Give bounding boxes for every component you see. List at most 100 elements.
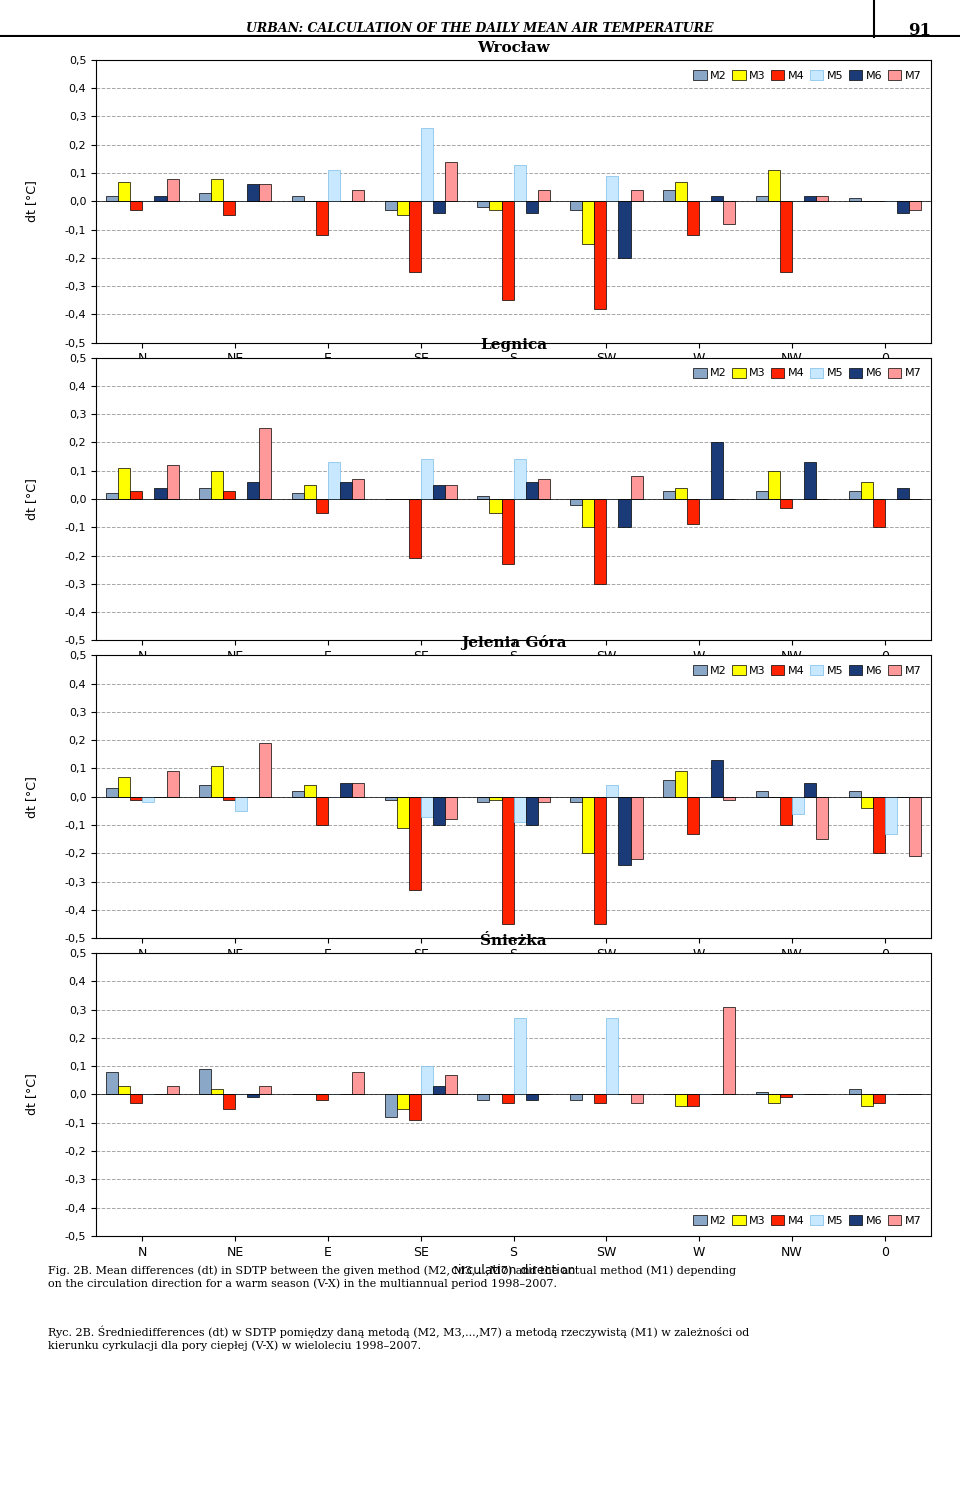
Bar (570, 1095, 583, 1100)
Bar (396, 1095, 409, 1109)
Bar (259, 743, 272, 797)
Bar (723, 797, 735, 800)
Bar (211, 1089, 223, 1095)
Bar (352, 782, 364, 797)
Bar (316, 201, 328, 235)
Bar (526, 797, 538, 825)
Bar (340, 782, 352, 797)
Bar (756, 1092, 768, 1095)
Bar (538, 479, 550, 499)
Bar (155, 196, 166, 201)
Bar (223, 490, 235, 499)
Legend: M2, M3, M4, M5, M6, M7: M2, M3, M4, M5, M6, M7 (689, 1210, 925, 1230)
Bar (223, 797, 235, 800)
Bar (166, 464, 179, 499)
Bar (328, 463, 340, 499)
Bar (792, 797, 804, 813)
Bar (909, 797, 921, 857)
Bar (711, 759, 723, 797)
Bar (861, 1095, 873, 1106)
Bar (675, 771, 687, 797)
Bar (131, 201, 142, 210)
Text: 91: 91 (908, 22, 931, 39)
Bar (687, 499, 699, 524)
Bar (304, 485, 316, 499)
Bar (352, 190, 364, 201)
Bar (385, 201, 396, 210)
Bar (849, 490, 861, 499)
Bar (292, 196, 304, 201)
Bar (131, 1095, 142, 1103)
Bar (396, 797, 409, 828)
Bar (583, 201, 594, 244)
Bar (131, 490, 142, 499)
Bar (804, 782, 816, 797)
Bar (607, 1019, 618, 1095)
Bar (570, 797, 583, 803)
Bar (897, 488, 909, 499)
Bar (433, 201, 444, 213)
Bar (526, 1095, 538, 1100)
Bar (433, 797, 444, 825)
Y-axis label: dt [°C]: dt [°C] (25, 776, 37, 818)
Bar (816, 797, 828, 839)
Bar (477, 1095, 490, 1100)
Bar (316, 499, 328, 514)
Legend: M2, M3, M4, M5, M6, M7: M2, M3, M4, M5, M6, M7 (689, 66, 925, 85)
Bar (433, 485, 444, 499)
Bar (873, 499, 885, 527)
Bar (618, 201, 631, 258)
Bar (396, 201, 409, 216)
Bar (583, 797, 594, 854)
Legend: M2, M3, M4, M5, M6, M7: M2, M3, M4, M5, M6, M7 (689, 661, 925, 680)
Bar (340, 482, 352, 499)
Bar (631, 476, 642, 499)
Bar (211, 470, 223, 499)
Bar (631, 190, 642, 201)
Bar (768, 171, 780, 201)
Bar (409, 499, 420, 559)
Bar (352, 479, 364, 499)
Bar (594, 499, 607, 584)
Bar (118, 181, 131, 201)
Bar (409, 201, 420, 273)
Bar (316, 797, 328, 825)
Bar (211, 765, 223, 797)
Bar (131, 797, 142, 800)
Bar (675, 488, 687, 499)
Bar (663, 190, 675, 201)
Bar (107, 196, 118, 201)
Bar (514, 1019, 526, 1095)
Bar (248, 1095, 259, 1098)
Title: Śnieżka: Śnieżka (480, 933, 547, 948)
Bar (409, 797, 420, 890)
Bar (292, 791, 304, 797)
Bar (155, 488, 166, 499)
Bar (756, 791, 768, 797)
Title: Jelenia Góra: Jelenia Góra (461, 635, 566, 650)
Bar (909, 201, 921, 210)
Bar (804, 463, 816, 499)
Bar (618, 499, 631, 527)
Bar (768, 470, 780, 499)
Bar (304, 785, 316, 797)
Bar (711, 442, 723, 499)
Bar (594, 1095, 607, 1103)
Bar (385, 1095, 396, 1118)
X-axis label: circulation direction: circulation direction (451, 966, 576, 980)
Bar (490, 201, 501, 210)
Bar (711, 196, 723, 201)
Bar (444, 162, 457, 201)
Y-axis label: dt [°C]: dt [°C] (25, 478, 37, 520)
Bar (444, 797, 457, 819)
Bar (477, 201, 490, 207)
Bar (897, 201, 909, 213)
Title: Wrocław: Wrocław (477, 40, 550, 54)
Bar (477, 797, 490, 803)
Bar (723, 1007, 735, 1095)
Bar (223, 201, 235, 216)
Bar (594, 201, 607, 309)
Bar (780, 797, 792, 825)
Text: URBAN: CALCULATION OF THE DAILY MEAN AIR TEMPERATURE: URBAN: CALCULATION OF THE DAILY MEAN AIR… (247, 22, 713, 36)
Bar (501, 201, 514, 300)
